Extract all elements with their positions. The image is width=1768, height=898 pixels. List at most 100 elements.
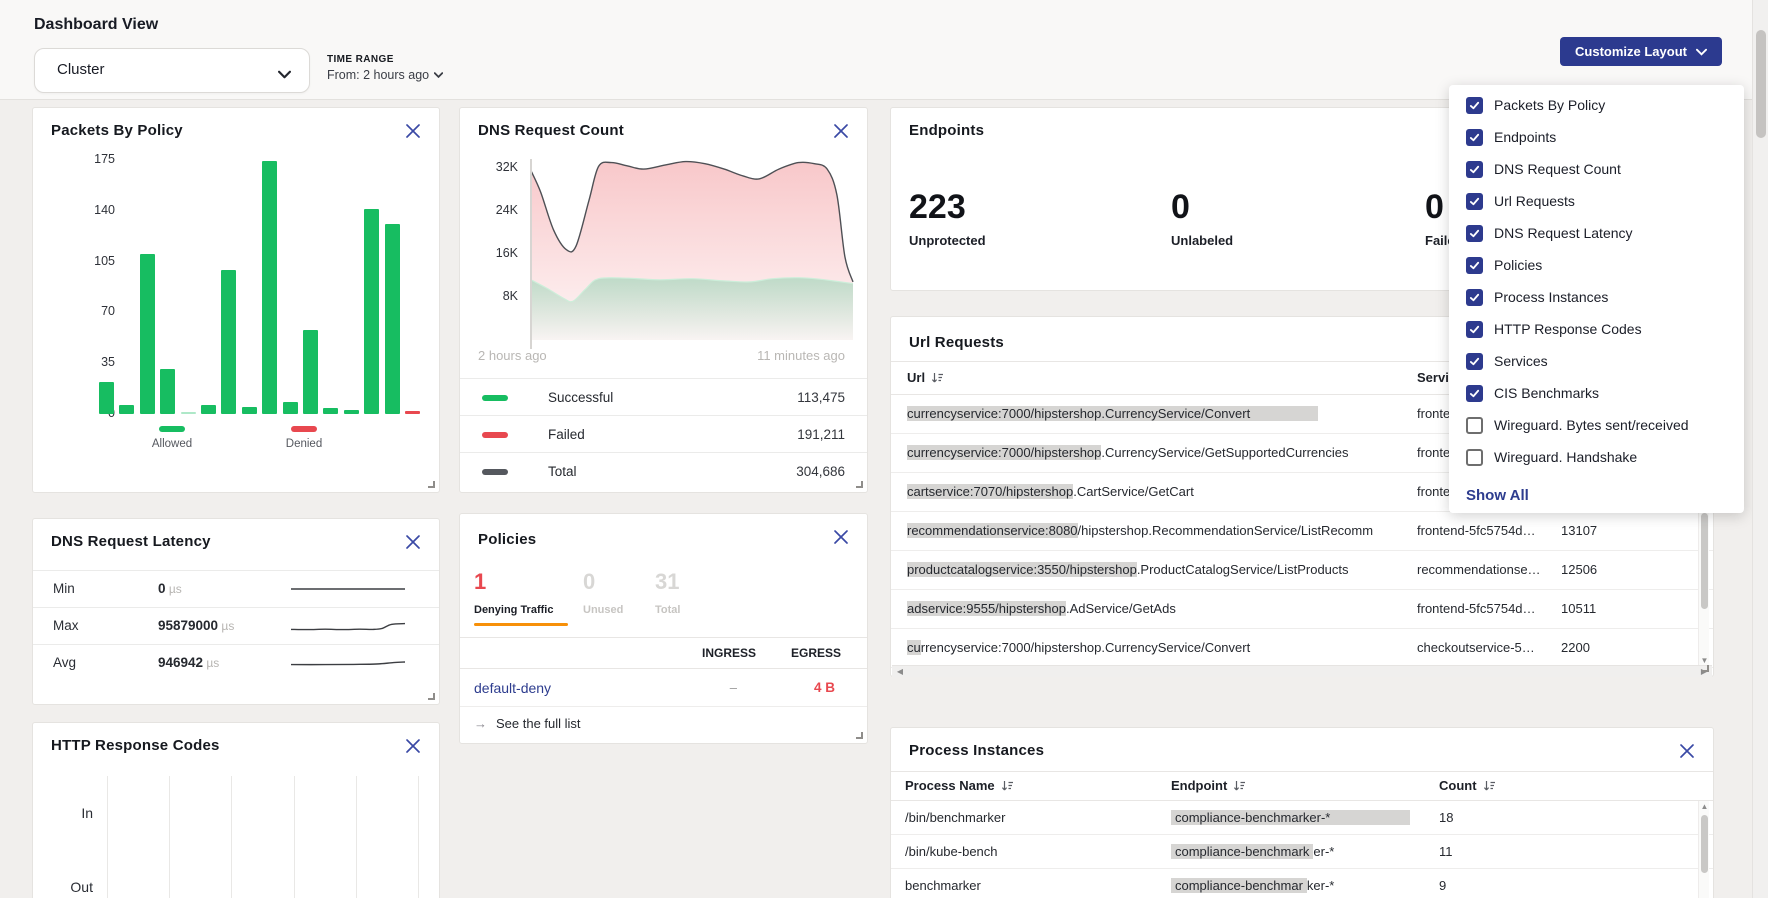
bar-allowed xyxy=(119,405,135,414)
checkbox-icon[interactable] xyxy=(1466,224,1483,242)
resize-handle[interactable] xyxy=(428,693,435,700)
stat-label: Unlabeled xyxy=(1171,233,1234,248)
view-selector[interactable]: Cluster xyxy=(34,48,310,93)
menu-item-policies[interactable]: Policies xyxy=(1466,249,1744,281)
bar-allowed xyxy=(343,410,359,414)
url-cell: currencyservice:7000/hipstershop.Currenc… xyxy=(907,640,1403,655)
see-full-list-link[interactable]: → See the full list xyxy=(474,716,581,731)
table-row[interactable]: /bin/benchmarker compliance-benchmarker-*… xyxy=(891,801,1713,835)
close-icon[interactable] xyxy=(405,123,423,141)
count-cell: 10511 xyxy=(1561,601,1597,616)
http-response-codes-card: HTTP Response Codes In Out xyxy=(32,722,440,898)
latency-row-max: Max 95879000 µs xyxy=(33,607,439,644)
policy-link[interactable]: default-deny xyxy=(474,680,552,696)
url-highlight: recommendationservice:8080 xyxy=(907,523,1078,538)
row-label-in: In xyxy=(81,805,93,821)
card-title: DNS Request Latency xyxy=(51,533,211,550)
url-cell: currencyservice:7000/hipstershop.Currenc… xyxy=(907,406,1403,421)
customize-layout-button[interactable]: Customize Layout xyxy=(1560,37,1722,66)
table-row[interactable]: benchmarker compliance-benchmar ker-* 9 xyxy=(891,869,1713,898)
policies-tab-total[interactable]: 31 Total xyxy=(655,569,680,616)
page-title: Dashboard View xyxy=(34,16,159,33)
table-row[interactable]: adservice:9555/hipstershop.AdService/Get… xyxy=(891,590,1713,629)
menu-item-url-requests[interactable]: Url Requests xyxy=(1466,185,1744,217)
checkbox-icon[interactable] xyxy=(1466,288,1483,306)
menu-item-wireguard-handshake[interactable]: Wireguard. Handshake xyxy=(1466,441,1744,473)
table-row[interactable]: currencyservice:7000/hipstershop.Currenc… xyxy=(891,395,1713,434)
table-row[interactable]: productcatalogservice:3550/hipstershop.P… xyxy=(891,551,1713,590)
checkbox-icon[interactable] xyxy=(1466,160,1483,178)
close-icon[interactable] xyxy=(405,738,423,756)
close-icon[interactable] xyxy=(833,123,851,141)
table-row[interactable]: cartservice:7070/hipstershop.CartService… xyxy=(891,473,1713,512)
x-axis-label-right: 11 minutes ago xyxy=(757,348,845,363)
bar-allowed xyxy=(282,402,298,414)
vertical-scrollbar[interactable]: ▲ xyxy=(1698,801,1709,898)
menu-item-dns-request-count[interactable]: DNS Request Count xyxy=(1466,153,1744,185)
checkbox-icon[interactable] xyxy=(1466,352,1483,370)
legend-label: Successful xyxy=(548,390,614,405)
menu-item-dns-request-latency[interactable]: DNS Request Latency xyxy=(1466,217,1744,249)
sort-icon xyxy=(1483,780,1495,790)
checkbox-icon[interactable] xyxy=(1466,128,1483,146)
time-range-from[interactable]: From: 2 hours ago xyxy=(327,68,444,82)
horizontal-scrollbar[interactable]: ◀ ▶ xyxy=(892,665,1712,677)
vertical-scrollbar[interactable]: ▼ xyxy=(1698,395,1709,667)
checkbox-icon[interactable] xyxy=(1466,416,1483,434)
close-icon[interactable] xyxy=(405,534,423,552)
scroll-up-arrow[interactable]: ▲ xyxy=(1700,802,1709,811)
url-cell: recommendationservice:8080/hipstershop.R… xyxy=(907,523,1403,538)
column-header-endpoint[interactable]: Endpoint xyxy=(1171,778,1246,793)
policies-tab-denying-traffic[interactable]: 1 Denying Traffic xyxy=(474,569,568,626)
resize-handle[interactable] xyxy=(428,481,435,488)
table-row[interactable]: currencyservice:7000/hipstershop.Currenc… xyxy=(891,629,1713,668)
url-highlight: cartservice:7070/hipstershop xyxy=(907,484,1074,499)
page-scrollbar-thumb[interactable] xyxy=(1756,30,1766,138)
latency-value: 0 µs xyxy=(158,581,182,596)
table-row[interactable]: currencyservice:7000/hipstershop.Currenc… xyxy=(891,434,1713,473)
column-header-process-name[interactable]: Process Name xyxy=(905,778,1014,793)
menu-item-process-instances[interactable]: Process Instances xyxy=(1466,281,1744,313)
checkbox-icon[interactable] xyxy=(1466,320,1483,338)
service-cell: frontend-5fc5754db… xyxy=(1417,523,1541,538)
table-row[interactable]: recommendationservice:8080/hipstershop.R… xyxy=(891,512,1713,551)
menu-item-label: Policies xyxy=(1494,257,1543,273)
resize-handle[interactable] xyxy=(1702,665,1709,672)
show-all-link[interactable]: Show All xyxy=(1466,487,1529,504)
time-range-label: TIME RANGE xyxy=(327,54,394,65)
table-row[interactable]: /bin/kube-bench compliance-benchmark er-* 1… xyxy=(891,835,1713,869)
close-icon[interactable] xyxy=(833,529,851,547)
menu-item-label: CIS Benchmarks xyxy=(1494,385,1600,401)
column-header-count[interactable]: Count xyxy=(1439,778,1496,793)
resize-handle[interactable] xyxy=(856,481,863,488)
checkbox-icon[interactable] xyxy=(1466,192,1483,210)
menu-item-label: Packets By Policy xyxy=(1494,97,1606,113)
checkbox-icon[interactable] xyxy=(1466,96,1483,114)
time-range-control: TIME RANGE From: 2 hours ago xyxy=(327,54,444,82)
bar-allowed xyxy=(241,407,257,414)
menu-item-packets-by-policy[interactable]: Packets By Policy xyxy=(1466,89,1744,121)
page-scrollbar[interactable] xyxy=(1752,0,1768,898)
legend-swatch xyxy=(482,395,508,401)
close-icon[interactable] xyxy=(1679,743,1697,761)
sparkline xyxy=(290,622,406,631)
menu-item-label: DNS Request Count xyxy=(1494,161,1621,177)
column-header-url[interactable]: Url xyxy=(907,370,944,385)
scroll-down-arrow[interactable]: ▼ xyxy=(1700,656,1709,665)
menu-item-endpoints[interactable]: Endpoints xyxy=(1466,121,1744,153)
card-title: Policies xyxy=(478,531,537,548)
menu-item-wireguard-bytes-sent-received[interactable]: Wireguard. Bytes sent/received xyxy=(1466,409,1744,441)
menu-item-http-response-codes[interactable]: HTTP Response Codes xyxy=(1466,313,1744,345)
checkbox-icon[interactable] xyxy=(1466,448,1483,466)
checkbox-icon[interactable] xyxy=(1466,256,1483,274)
checkbox-icon[interactable] xyxy=(1466,384,1483,402)
policies-tab-unused[interactable]: 0 Unused xyxy=(583,569,623,616)
bar-denied xyxy=(405,411,420,414)
menu-item-cis-benchmarks[interactable]: CIS Benchmarks xyxy=(1466,377,1744,409)
x-axis-label-left: 2 hours ago xyxy=(478,348,547,363)
menu-item-services[interactable]: Services xyxy=(1466,345,1744,377)
y-axis-tick: 32K xyxy=(495,160,518,174)
scroll-left-arrow[interactable]: ◀ xyxy=(896,667,904,676)
resize-handle[interactable] xyxy=(856,732,863,739)
